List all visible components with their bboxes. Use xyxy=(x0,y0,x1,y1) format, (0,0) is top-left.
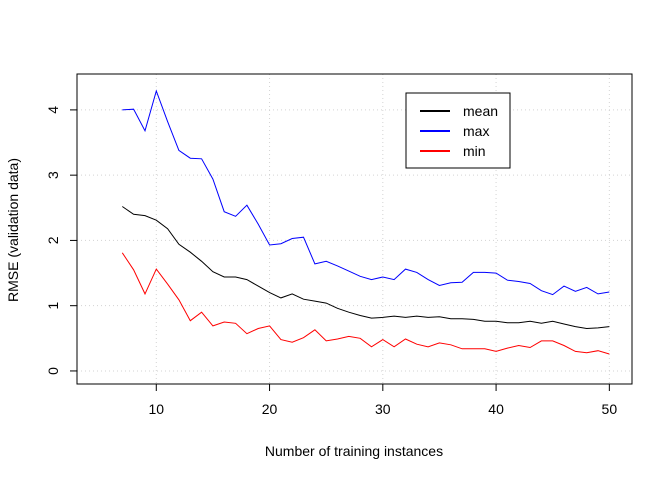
series-max-line xyxy=(122,89,610,296)
y-tick-label: 2 xyxy=(45,236,61,244)
series-lines xyxy=(121,89,610,355)
x-axis-label: Number of training instances xyxy=(265,443,443,459)
x-tick-label: 30 xyxy=(375,401,391,417)
y-tick-label: 1 xyxy=(45,302,61,310)
legend: mean max min xyxy=(405,92,511,169)
y-axis: 0 1 2 3 4 xyxy=(45,106,78,375)
x-axis: 10 20 30 40 50 xyxy=(148,383,618,417)
legend-label-max: max xyxy=(463,123,489,139)
x-tick-label: 10 xyxy=(148,401,164,417)
x-tick-label: 50 xyxy=(602,401,618,417)
x-tick-label: 40 xyxy=(488,401,504,417)
legend-label-mean: mean xyxy=(463,103,498,119)
series-mean-line xyxy=(122,206,610,330)
x-tick-label: 20 xyxy=(262,401,278,417)
y-tick-label: 4 xyxy=(45,106,61,114)
legend-label-min: min xyxy=(463,143,486,159)
series-min-line xyxy=(121,252,610,355)
y-tick-label: 0 xyxy=(45,367,61,375)
y-tick-label: 3 xyxy=(45,171,61,179)
y-axis-label: RMSE (validation data) xyxy=(5,158,21,302)
grid xyxy=(77,74,632,384)
